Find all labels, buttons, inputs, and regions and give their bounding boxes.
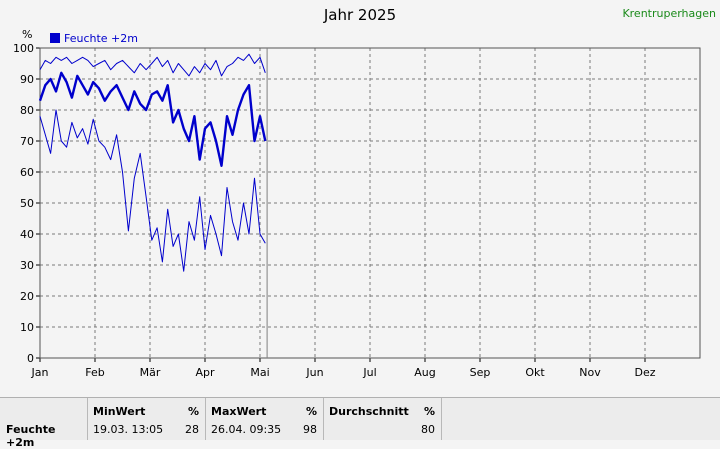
max-when: 26.04. 09:35 [211, 423, 282, 436]
series-line-min [39, 109, 266, 272]
x-tick-label: Feb [85, 366, 104, 379]
min-header: MinWert [93, 405, 146, 418]
max-value: 98 [303, 423, 317, 436]
x-tick-label: Sep [470, 366, 491, 379]
x-tick-label: Jun [305, 366, 323, 379]
legend: Feuchte +2m [50, 32, 138, 45]
min-value: 28 [185, 423, 199, 436]
station-name: Krentruperhagen [622, 7, 716, 20]
y-tick-label: 20 [20, 290, 34, 303]
y-tick-label: 50 [20, 197, 34, 210]
y-tick-label: 0 [27, 352, 34, 365]
series-line-mean [38, 71, 267, 168]
y-tick-label: 30 [20, 259, 34, 272]
grid [40, 48, 700, 358]
min-when: 19.03. 13:05 [93, 423, 164, 436]
max-header: MaxWert [211, 405, 267, 418]
series-line-max [39, 53, 266, 77]
x-tick-label: Mai [250, 366, 269, 379]
y-tick-label: 90 [20, 73, 34, 86]
avg-value: 80 [421, 423, 435, 436]
y-tick-label: 60 [20, 166, 34, 179]
y-tick-label: 10 [20, 321, 34, 334]
stats-footer: Feuchte +2m MinWert % 19.03. 13:05 28 Ma… [0, 397, 720, 449]
y-tick-label: 100 [13, 42, 34, 55]
x-tick-label: Mär [140, 366, 161, 379]
avg-header: Durchschnitt [329, 405, 409, 418]
x-tick-label: Okt [525, 366, 545, 379]
stats-row-label-cell: Feuchte +2m [0, 398, 88, 449]
chart-title: Jahr 2025 [323, 6, 397, 24]
avg-cell: Durchschnitt % 80 [324, 398, 442, 440]
max-unit: % [305, 405, 317, 418]
humidity-chart: 0 10 20 30 40 50 60 70 80 90 100 Jan Feb Mär Apr Mai Jun… [13, 28, 701, 379]
avg-unit: % [423, 405, 435, 418]
stats-row-label: Feuchte +2m [6, 423, 56, 449]
legend-swatch [50, 33, 60, 43]
y-tick-label: 70 [20, 135, 34, 148]
y-axis-label: % [22, 28, 32, 41]
y-tick-label: 80 [20, 104, 34, 117]
max-cell: MaxWert % 26.04. 09:35 98 [206, 398, 324, 440]
axes: 0 10 20 30 40 50 60 70 80 90 100 Jan Feb Mär Apr Mai Jun… [13, 28, 701, 379]
x-tick-label: Jul [362, 366, 376, 379]
min-unit: % [187, 405, 199, 418]
legend-label: Feuchte +2m [64, 32, 138, 45]
x-tick-label: Apr [195, 366, 215, 379]
x-tick-label: Dez [634, 366, 655, 379]
plot-frame [39, 47, 701, 359]
y-tick-label: 40 [20, 228, 34, 241]
x-tick-label: Jan [31, 366, 49, 379]
x-tick-label: Nov [579, 366, 601, 379]
x-tick-label: Aug [414, 366, 435, 379]
min-cell: MinWert % 19.03. 13:05 28 [88, 398, 206, 440]
series [38, 53, 267, 272]
